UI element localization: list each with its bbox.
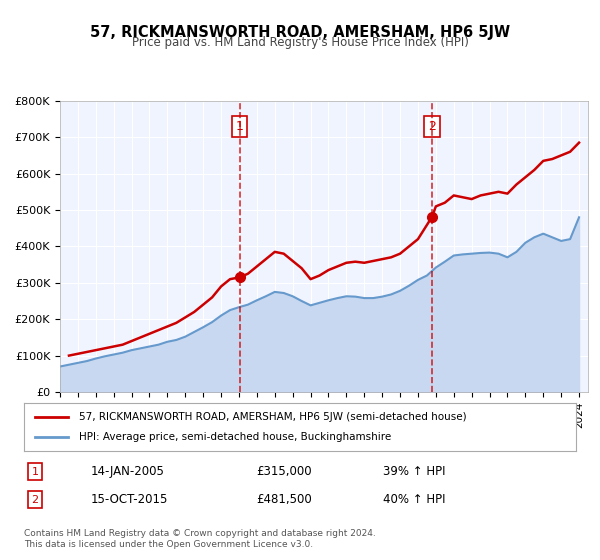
Text: Price paid vs. HM Land Registry's House Price Index (HPI): Price paid vs. HM Land Registry's House … (131, 36, 469, 49)
Text: Contains HM Land Registry data © Crown copyright and database right 2024.
This d: Contains HM Land Registry data © Crown c… (24, 529, 376, 549)
Text: 2: 2 (428, 120, 436, 133)
Text: 1: 1 (32, 467, 38, 477)
Text: 39% ↑ HPI: 39% ↑ HPI (383, 465, 445, 478)
Text: 2: 2 (31, 495, 38, 505)
Text: £315,000: £315,000 (256, 465, 311, 478)
Text: HPI: Average price, semi-detached house, Buckinghamshire: HPI: Average price, semi-detached house,… (79, 432, 391, 442)
Text: 1: 1 (236, 120, 244, 133)
Text: £481,500: £481,500 (256, 493, 311, 506)
Text: 14-JAN-2005: 14-JAN-2005 (90, 465, 164, 478)
Text: 15-OCT-2015: 15-OCT-2015 (90, 493, 167, 506)
Text: 57, RICKMANSWORTH ROAD, AMERSHAM, HP6 5JW: 57, RICKMANSWORTH ROAD, AMERSHAM, HP6 5J… (90, 25, 510, 40)
Text: 40% ↑ HPI: 40% ↑ HPI (383, 493, 445, 506)
Text: 57, RICKMANSWORTH ROAD, AMERSHAM, HP6 5JW (semi-detached house): 57, RICKMANSWORTH ROAD, AMERSHAM, HP6 5J… (79, 412, 467, 422)
